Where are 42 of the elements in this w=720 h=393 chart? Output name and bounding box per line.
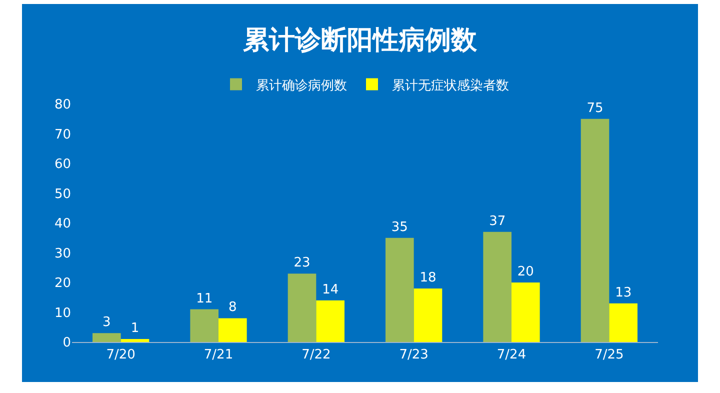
y-tick-label: 20: [54, 276, 71, 292]
data-label: 75: [586, 100, 604, 116]
data-label: 35: [391, 220, 408, 235]
data-label: 1: [130, 321, 140, 336]
chart-title: 累计诊断阳性病例数: [242, 26, 478, 56]
bar: [288, 274, 316, 342]
bar: [386, 238, 414, 342]
x-tick-label: 7/20: [106, 348, 136, 363]
y-tick-label: 70: [54, 127, 71, 142]
y-tick-label: 0: [62, 336, 71, 351]
y-tick-label: 60: [54, 157, 71, 172]
bar: [414, 288, 442, 342]
x-tick-label: 7/21: [204, 348, 234, 363]
data-label: 11: [196, 291, 213, 306]
data-label: 23: [294, 256, 310, 271]
bar: [190, 309, 218, 342]
y-tick-label: 50: [54, 186, 71, 202]
data-label: 13: [615, 285, 632, 300]
data-label: 8: [228, 300, 237, 316]
y-tick-label: 40: [54, 216, 71, 232]
y-tick-label: 80: [54, 98, 71, 113]
data-label: 18: [420, 270, 436, 286]
data-label: 37: [489, 214, 506, 229]
data-label: 3: [102, 315, 111, 330]
bar: [609, 303, 638, 342]
bar: [512, 282, 540, 342]
x-tick-label: 7/24: [496, 348, 526, 363]
x-tick-label: 7/23: [399, 348, 428, 363]
legend-label: 累计无症状感染者数: [392, 78, 509, 94]
bar: [580, 118, 610, 342]
data-label: 14: [322, 282, 339, 298]
bar: [92, 333, 121, 342]
y-tick-label: 30: [54, 246, 71, 262]
bar: [483, 232, 512, 342]
x-tick-label: 7/25: [594, 348, 624, 363]
bar: [120, 339, 150, 342]
bar: [316, 300, 344, 342]
y-tick-label: 10: [54, 306, 71, 321]
bar: [218, 318, 247, 342]
legend-label: 累计确诊病例数: [256, 78, 347, 94]
data-label: 20: [517, 264, 534, 280]
x-tick-label: 7/22: [302, 348, 331, 363]
